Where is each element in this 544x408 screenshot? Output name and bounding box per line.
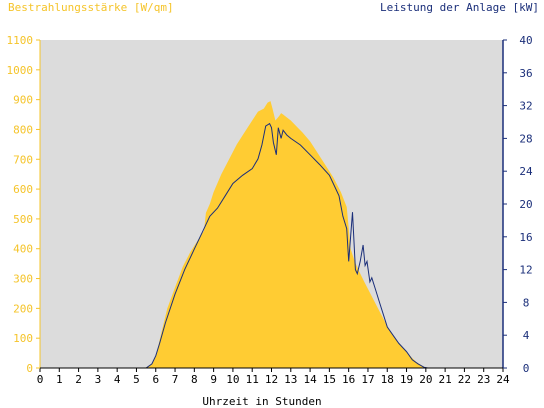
y-left-tick-label: 900 <box>13 94 33 107</box>
x-tick-label: 10 <box>226 373 239 386</box>
x-tick-label: 9 <box>210 373 217 386</box>
y-left-tick-label: 600 <box>13 183 33 196</box>
x-tick-label: 23 <box>477 373 490 386</box>
y-right-tick-label: 4 <box>523 329 530 342</box>
y-left-tick-label: 200 <box>13 302 33 315</box>
x-tick-label: 22 <box>458 373 471 386</box>
y-right-tick-label: 40 <box>519 34 532 47</box>
x-tick-label: 19 <box>400 373 413 386</box>
y-left-tick-label: 500 <box>13 213 33 226</box>
x-tick-label: 7 <box>172 373 179 386</box>
x-tick-label: 0 <box>37 373 44 386</box>
left-axis-title: Bestrahlungsstärke [W/qm] <box>8 1 174 14</box>
y-right-tick-label: 32 <box>519 100 532 113</box>
x-tick-label: 24 <box>496 373 510 386</box>
y-left-tick-label: 300 <box>13 273 33 286</box>
y-left-tick-label: 700 <box>13 153 33 166</box>
x-tick-label: 14 <box>303 373 317 386</box>
y-left-tick-label: 400 <box>13 243 33 256</box>
y-right-tick-label: 36 <box>519 67 532 80</box>
x-tick-label: 6 <box>152 373 159 386</box>
x-tick-label: 15 <box>323 373 336 386</box>
x-tick-label: 1 <box>56 373 63 386</box>
x-tick-label: 17 <box>361 373 374 386</box>
y-right-tick-label: 0 <box>523 362 530 375</box>
x-axis-title: Uhrzeit in Stunden <box>202 395 321 408</box>
power-line <box>40 122 503 369</box>
x-tick-label: 8 <box>191 373 198 386</box>
right-axis-title: Leistung der Anlage [kW] <box>380 1 539 14</box>
y-right-tick-label: 20 <box>519 198 532 211</box>
y-left-tick-label: 100 <box>13 332 33 345</box>
x-tick-label: 13 <box>284 373 297 386</box>
x-tick-label: 4 <box>114 373 121 386</box>
x-tick-label: 18 <box>381 373 394 386</box>
x-tick-label: 2 <box>75 373 82 386</box>
x-tick-label: 12 <box>265 373 278 386</box>
y-right-tick-label: 8 <box>523 296 530 309</box>
x-tick-label: 5 <box>133 373 140 386</box>
x-tick-label: 11 <box>246 373 259 386</box>
x-tick-label: 20 <box>419 373 432 386</box>
y-right-tick-label: 12 <box>519 264 532 277</box>
y-left-tick-label: 800 <box>13 123 33 136</box>
y-right-tick-label: 24 <box>519 165 533 178</box>
x-tick-label: 16 <box>342 373 355 386</box>
y-right-tick-label: 16 <box>519 231 532 244</box>
x-tick-label: 3 <box>95 373 102 386</box>
y-right-tick-label: 28 <box>519 132 532 145</box>
y-left-tick-label: 1000 <box>7 64 34 77</box>
x-tick-label: 21 <box>439 373 452 386</box>
irradiance-area <box>40 101 503 368</box>
y-left-tick-label: 0 <box>26 362 33 375</box>
y-left-tick-label: 1100 <box>7 34 34 47</box>
